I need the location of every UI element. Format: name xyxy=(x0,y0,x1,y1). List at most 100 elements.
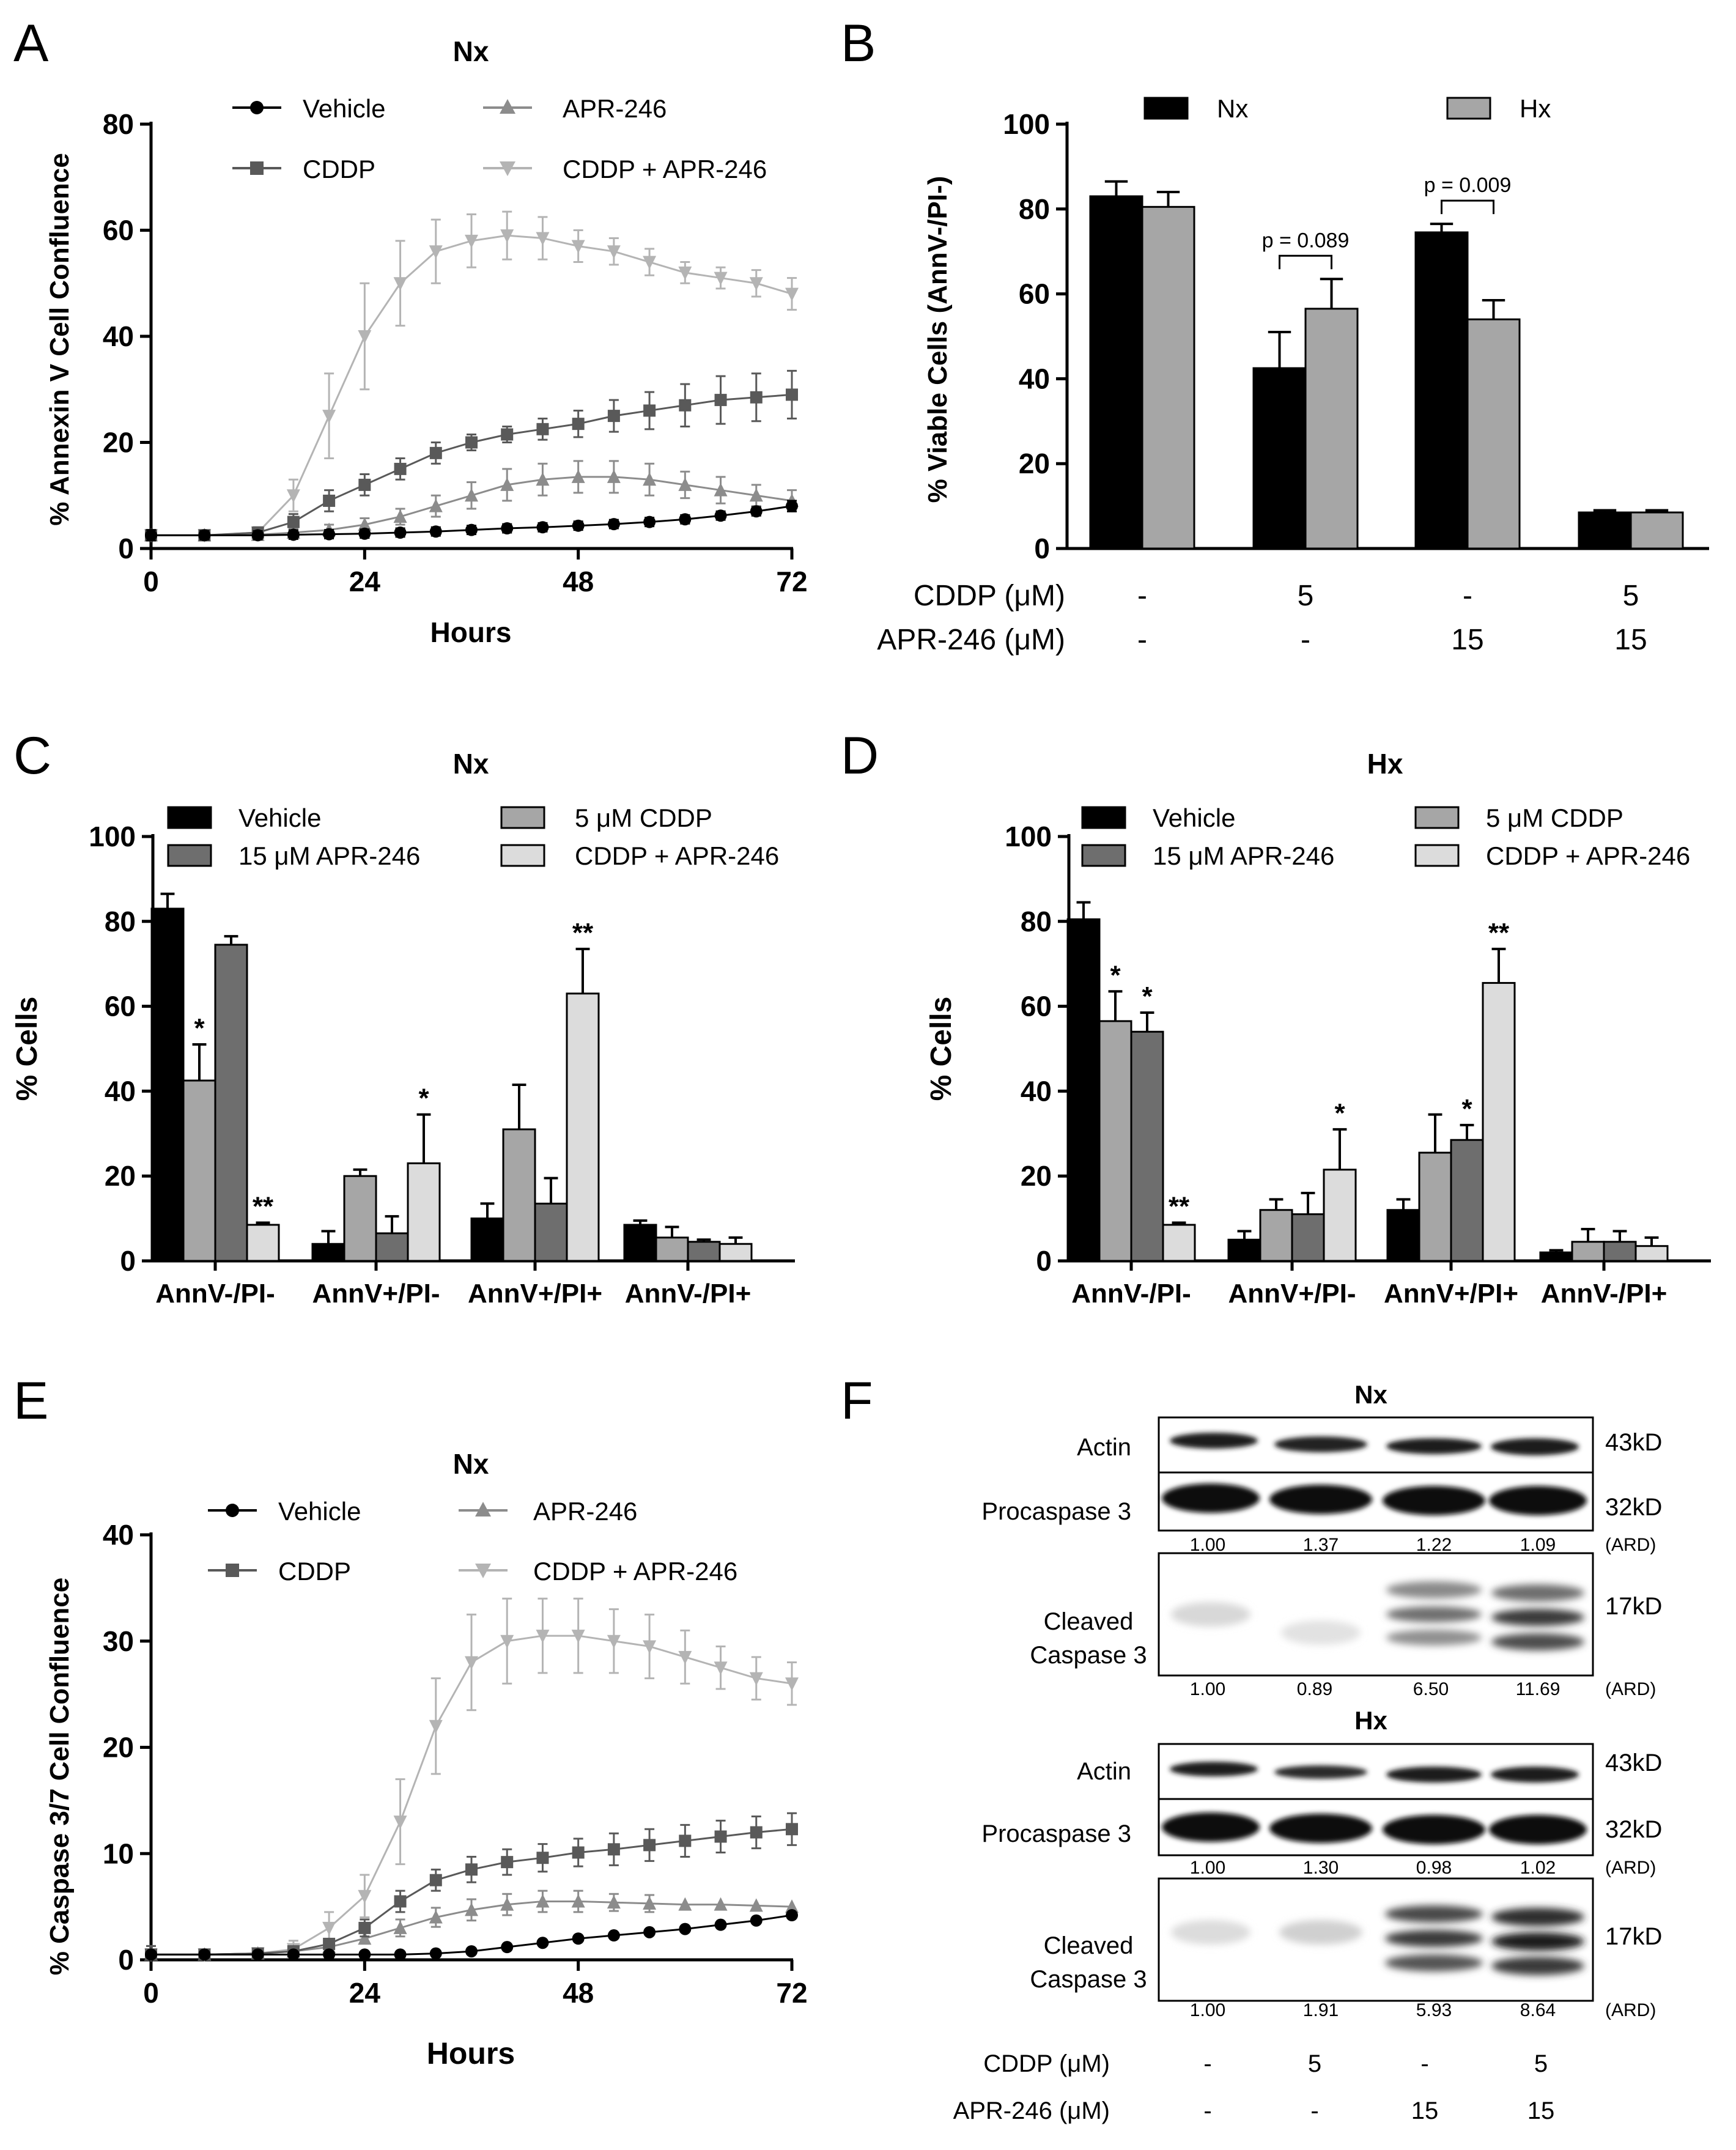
panel-d-x-tick-label: AnnV+/PI+ xyxy=(1384,1279,1518,1309)
panel-a-x-label: Hours xyxy=(430,616,512,648)
panel-b-y-tick-label: 80 xyxy=(1019,193,1050,225)
panel-c-y-tick-label: 40 xyxy=(105,1075,136,1107)
legend-cddp-swatch xyxy=(1414,806,1460,829)
procaspase-band-lane4 xyxy=(1489,1486,1587,1515)
panel-d-bar xyxy=(1571,1241,1605,1262)
panel-b-y-tick-label: 100 xyxy=(1003,108,1050,140)
cleaved-band-lane3 xyxy=(1386,1581,1482,1646)
panel-d-title: Hx xyxy=(1367,748,1403,780)
panel-d-significance-mark: * xyxy=(1461,1094,1472,1124)
data-point xyxy=(643,515,656,528)
ard-value: 1.00 xyxy=(1190,1679,1225,1699)
legend-apr-swatch xyxy=(167,844,212,867)
legend-cddp: CDDP xyxy=(232,155,375,183)
western-nx-procaspase-label: Procaspase 3 xyxy=(981,1498,1131,1525)
panel-b-cond-cddp-label: CDDP (μM) xyxy=(914,580,1065,612)
panel-a-x-tick-label: 24 xyxy=(349,566,381,597)
data-point xyxy=(643,1839,656,1852)
data-point xyxy=(714,1830,727,1843)
data-point xyxy=(643,1640,657,1654)
panel-e-legend: Vehicle APR-246 CDDP CDDP + APR-246 xyxy=(208,1497,737,1586)
western-nx-cleaved-row: Cleaved Caspase 3 17kD xyxy=(1030,1552,1662,1677)
western-hx-cleaved-label-2: Caspase 3 xyxy=(1030,1966,1147,1993)
panel-f-western-blot: Nx Actin 43kD Procaspase 3 32kD 1.00 1.3… xyxy=(953,1380,1663,2124)
panel-d-y-tick-label: 80 xyxy=(1021,906,1052,937)
panel-d-bar xyxy=(1539,1251,1573,1262)
data-point xyxy=(323,1948,336,1961)
data-point xyxy=(749,1898,763,1912)
panel-a-series-line xyxy=(151,393,792,536)
ard-unit: (ARD) xyxy=(1605,1679,1656,1699)
data-point xyxy=(429,1720,443,1734)
data-point xyxy=(500,477,514,491)
legend-vehicle-marker xyxy=(250,101,264,114)
panel-d-bar xyxy=(1386,1209,1420,1262)
western-cond-value: 15 xyxy=(1411,2097,1439,2124)
panel-c-significance-mark: ** xyxy=(253,1192,274,1222)
panel-d-y-tick-label: 100 xyxy=(1005,821,1052,852)
data-point xyxy=(749,277,763,291)
western-cond-value: - xyxy=(1420,2050,1428,2077)
panel-c-significance-mark: * xyxy=(418,1084,429,1114)
data-point xyxy=(429,245,443,259)
panel-letter-c: C xyxy=(13,726,51,785)
data-point xyxy=(429,498,443,512)
panel-b-p-value: p = 0.009 xyxy=(1424,174,1512,197)
actin-band-lane4 xyxy=(1491,1438,1579,1455)
western-nx-actin-size: 43kD xyxy=(1605,1429,1662,1456)
ard-value: 0.89 xyxy=(1297,1679,1332,1699)
panel-d-y-tick-label: 60 xyxy=(1021,991,1052,1022)
legend-apr: APR-246 xyxy=(483,94,667,123)
panel-c-bar xyxy=(502,1128,536,1262)
data-point xyxy=(429,1874,442,1886)
data-point xyxy=(500,229,514,243)
panel-e-line-chart: Nx % Caspase 3/7 Cell Confluence Hours V… xyxy=(45,1448,808,2071)
ard-unit: (ARD) xyxy=(1605,1858,1656,1878)
legend-vehicle-marker xyxy=(226,1504,239,1517)
data-point xyxy=(286,489,300,503)
data-point xyxy=(358,1890,372,1904)
western-nx-cleaved-label-1: Cleaved xyxy=(1044,1608,1134,1635)
data-point xyxy=(679,1923,692,1935)
data-point xyxy=(429,1910,443,1924)
panel-c-bar xyxy=(375,1232,409,1262)
panel-b-condition-value: 15 xyxy=(1451,624,1483,656)
ard-value: 1.00 xyxy=(1190,2000,1225,2020)
legend-combo-marker xyxy=(500,161,515,176)
legend-combo-swatch xyxy=(1414,844,1460,867)
panel-c-significance-mark: ** xyxy=(572,918,594,948)
panel-e-x-tick-label: 72 xyxy=(776,1977,807,2009)
data-point xyxy=(465,1945,478,1958)
western-cond-cddp-label: CDDP (μM) xyxy=(983,2050,1110,2077)
western-nx-procaspase-ard: 1.00 1.37 1.22 1.09 (ARD) xyxy=(1190,1535,1657,1555)
panel-e-x-tick-label: 24 xyxy=(349,1977,381,2009)
data-point xyxy=(323,528,336,541)
data-point xyxy=(572,1846,585,1859)
panel-b-y-tick-label: 20 xyxy=(1019,448,1050,479)
data-point xyxy=(536,232,550,246)
panel-b-condition-value: 15 xyxy=(1614,624,1647,656)
panel-d-bar xyxy=(1227,1238,1261,1262)
data-point xyxy=(607,469,621,483)
panel-c-bar xyxy=(623,1224,657,1262)
data-point xyxy=(501,522,514,535)
data-point xyxy=(679,399,692,412)
panel-letter-d: D xyxy=(841,726,879,785)
data-point xyxy=(786,500,798,512)
legend-apr-marker xyxy=(475,1502,491,1516)
cleaved-band-lane2 xyxy=(1281,1620,1361,1645)
ard-value: 1.09 xyxy=(1520,1535,1556,1555)
panel-b-y-tick-label: 40 xyxy=(1019,363,1050,394)
legend-apr-label: APR-246 xyxy=(533,1497,637,1526)
panel-d-bar xyxy=(1259,1209,1293,1262)
western-hx-actin-size: 43kD xyxy=(1605,1749,1662,1776)
panel-d-bar xyxy=(1162,1224,1196,1262)
cleaved-band-lane2 xyxy=(1279,1920,1362,1945)
data-point xyxy=(786,1909,798,1922)
data-point xyxy=(198,1948,211,1961)
panel-b-bar xyxy=(1630,511,1684,550)
data-point xyxy=(714,1918,727,1931)
panel-c-bar xyxy=(246,1224,280,1262)
data-point xyxy=(714,1661,728,1675)
western-cond-value: 15 xyxy=(1527,2097,1555,2124)
